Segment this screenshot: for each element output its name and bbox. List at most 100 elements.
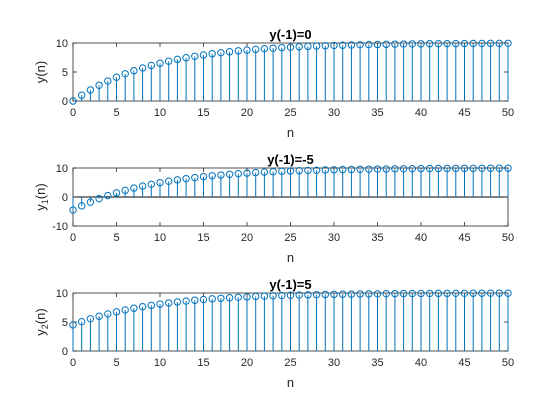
y-axis-label-suffix: (n) xyxy=(33,308,48,324)
y-tick-label: -10 xyxy=(52,221,68,233)
stem-marker xyxy=(312,166,321,174)
stem-marker xyxy=(156,300,164,308)
stem-marker xyxy=(217,48,225,57)
stem-marker xyxy=(460,164,469,173)
x-tick-label: 30 xyxy=(328,357,340,369)
stem-marker xyxy=(121,186,129,195)
stem-marker xyxy=(469,164,477,173)
y-axis-label-main: y xyxy=(33,329,48,336)
stem-marker xyxy=(199,172,208,181)
stem-marker xyxy=(130,304,138,312)
stem-marker xyxy=(443,39,451,48)
subplot-1: 0 5 10 15 20 25 30 35 40 45 50 0 5 10 y(-1)=0 n y(n) xyxy=(33,27,514,140)
stem-marker xyxy=(104,77,112,85)
stem-marker xyxy=(330,290,338,299)
x-tick-label: 50 xyxy=(502,232,514,244)
stem-marker xyxy=(182,54,190,62)
stem-marker xyxy=(165,57,173,65)
stem-marker xyxy=(260,44,269,53)
y-tick-label: 0 xyxy=(62,346,68,358)
stem-marker xyxy=(417,40,425,48)
stem-marker xyxy=(252,45,260,54)
stem-marker xyxy=(312,42,321,50)
stem-marker xyxy=(434,39,443,48)
stem-marker xyxy=(191,296,199,304)
stem-marker xyxy=(460,289,469,297)
stem-marker xyxy=(495,164,503,172)
stem-marker xyxy=(365,290,373,298)
stem-marker xyxy=(95,194,103,203)
stem-marker xyxy=(312,290,321,299)
stem-marker xyxy=(278,167,286,176)
stem-marker xyxy=(269,168,277,176)
stem-marker xyxy=(156,59,164,67)
stem-marker xyxy=(165,299,173,307)
stem-marker xyxy=(286,167,295,175)
stem-marker xyxy=(434,289,443,298)
stem-marker xyxy=(504,164,512,172)
stem-marker xyxy=(365,40,373,49)
stem-marker xyxy=(147,61,156,70)
stem-marker xyxy=(304,42,312,51)
stem-marker xyxy=(399,289,408,298)
stem-marker xyxy=(339,165,347,174)
stem-marker xyxy=(295,291,303,299)
y-axis-label-main: y(n) xyxy=(33,61,48,83)
stem-marker xyxy=(225,294,234,302)
stem-marker xyxy=(426,40,434,48)
stem-marker xyxy=(304,166,312,175)
stem-marker xyxy=(373,40,382,49)
stem-marker xyxy=(138,302,147,311)
stem-marker xyxy=(234,293,243,301)
stem-marker xyxy=(130,184,138,192)
x-tick-label: 35 xyxy=(371,107,383,119)
y-axis-label: y(n) xyxy=(33,61,48,83)
stem-marker xyxy=(469,39,477,48)
stem-marker xyxy=(399,165,408,173)
stem-marker xyxy=(382,289,390,298)
stem-marker xyxy=(208,172,216,180)
x-tick-label: 25 xyxy=(284,232,296,244)
y-axis-label-suffix: (n) xyxy=(33,183,48,199)
stem-marker xyxy=(495,289,503,297)
stem-marker xyxy=(469,289,477,297)
y-axis-label-main: y xyxy=(33,204,48,211)
stem-marker xyxy=(112,189,121,197)
stem-marker xyxy=(69,206,77,214)
stem-marker xyxy=(443,289,451,298)
x-tick-label: 25 xyxy=(284,107,296,119)
chart-title: y(-1)=-5 xyxy=(267,152,314,167)
y-tick-label: 10 xyxy=(56,288,68,300)
stem-marker xyxy=(347,41,356,49)
x-tick-label: 40 xyxy=(415,107,427,119)
stem-marker xyxy=(234,47,243,55)
chart-title: y(-1)=5 xyxy=(269,277,311,292)
x-tick-label: 25 xyxy=(284,357,296,369)
stem-marker xyxy=(278,43,286,52)
x-tick-label: 35 xyxy=(371,357,383,369)
chart-title: y(-1)=0 xyxy=(269,27,311,42)
stem-marker xyxy=(347,165,356,174)
stem-marker xyxy=(78,202,86,210)
stem-marker xyxy=(278,291,286,300)
stem-marker xyxy=(478,39,486,48)
y-tick-label: 0 xyxy=(62,192,68,204)
stem-marker xyxy=(391,40,399,48)
stem-marker xyxy=(260,168,269,176)
x-tick-label: 15 xyxy=(197,232,209,244)
stem-marker xyxy=(252,292,260,301)
stem-marker xyxy=(330,166,338,174)
x-axis-label: n xyxy=(287,125,294,140)
stem-marker xyxy=(173,55,182,64)
stem-marker xyxy=(112,73,121,81)
x-axis-label: n xyxy=(287,375,294,390)
stem-marker xyxy=(408,289,416,298)
stem-marker xyxy=(373,165,382,173)
stem-marker xyxy=(199,295,208,304)
stem-marker xyxy=(399,40,408,48)
stem-marker xyxy=(269,292,277,300)
stem-marker xyxy=(86,86,95,94)
stem-marker xyxy=(486,289,495,297)
